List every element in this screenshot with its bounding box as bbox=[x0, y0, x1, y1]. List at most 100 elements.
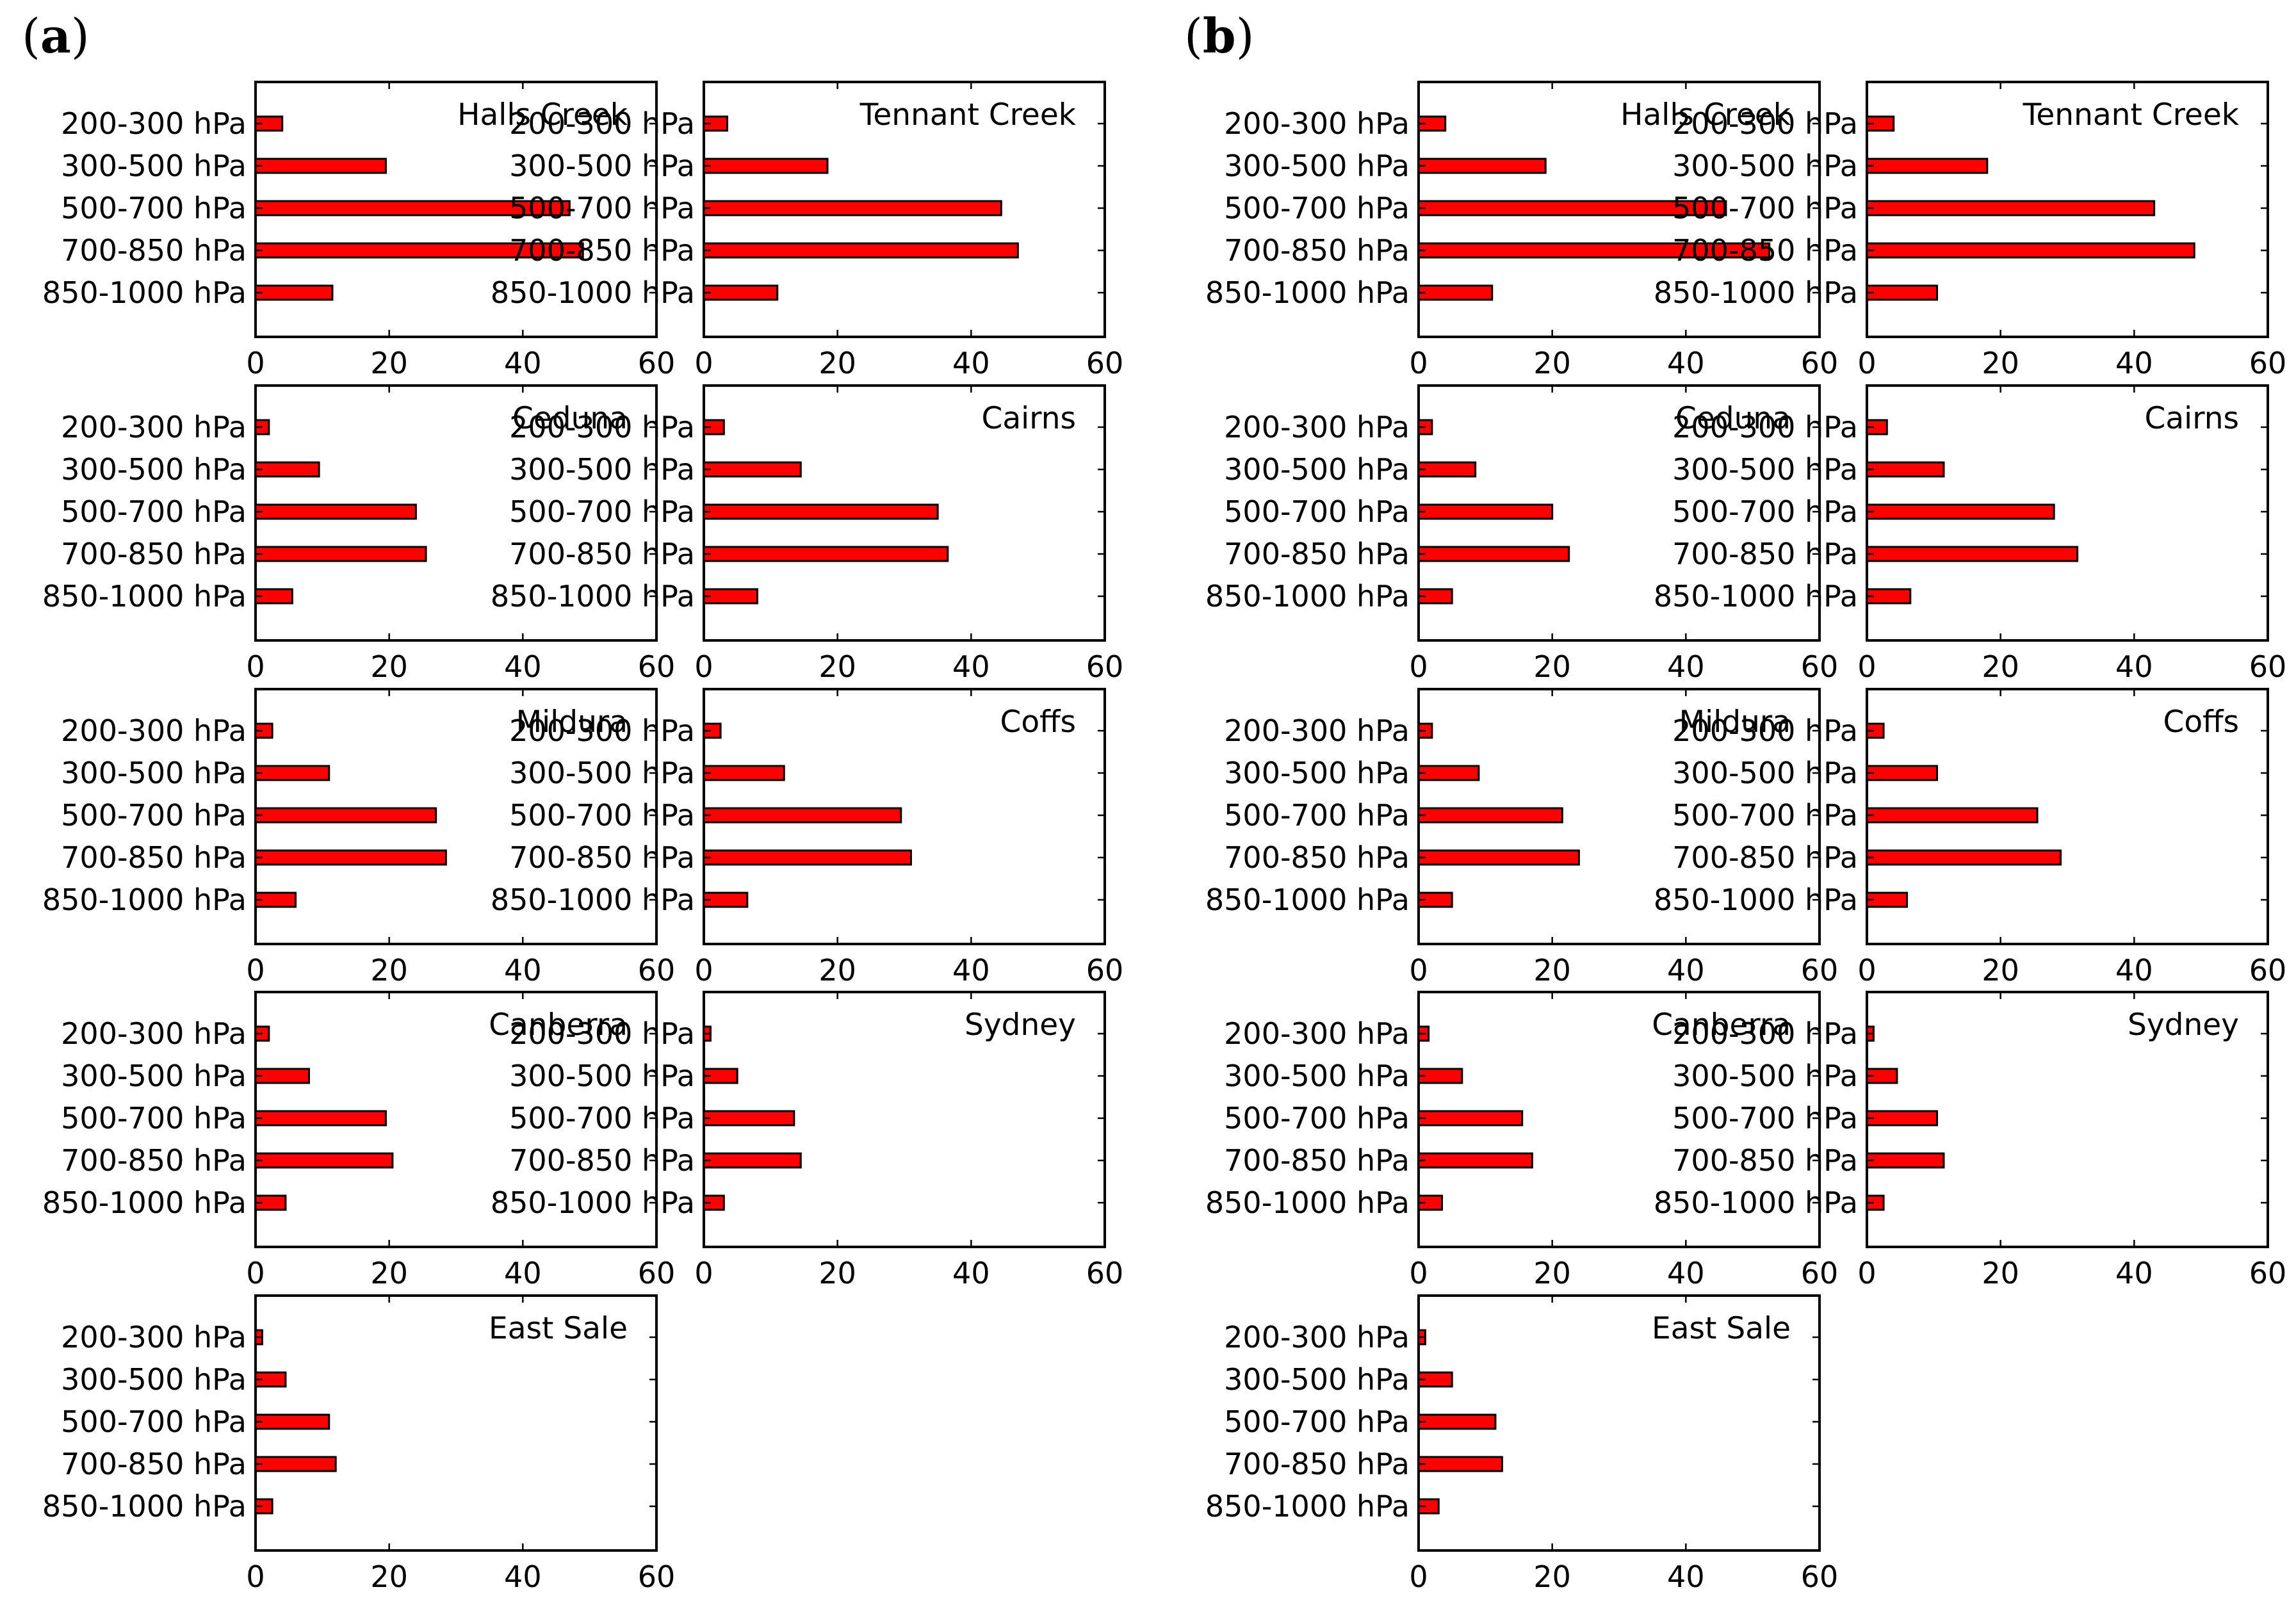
y-tick-label-a-tennant-creek-1: 300-500 hPa bbox=[509, 149, 695, 183]
y-tick-label-b-coffs-0: 200-300 hPa bbox=[1672, 713, 1858, 748]
station-title-a-sydney: Sydney bbox=[965, 1007, 1076, 1043]
panel-label-b-letter: b bbox=[1203, 9, 1236, 64]
bar-a-sydney-500-700-hpa bbox=[703, 1110, 795, 1127]
subplot-b-coffs: Coffs 200-300 hPa 300-500 hPa 500-700 hPa 70… bbox=[1654, 688, 2287, 988]
x-tick-label-a-halls-creek-0: 0 bbox=[246, 346, 265, 380]
station-title-b-halls-creek: Halls Creek bbox=[1620, 97, 1791, 133]
x-tick-label-b-sydney-0: 0 bbox=[1857, 1256, 1876, 1290]
y-tick-label-a-sydney-0: 200-300 hPa bbox=[509, 1016, 695, 1051]
y-tick-label-a-sydney-3: 700-850 hPa bbox=[509, 1143, 695, 1178]
y-tick-label-b-halls-creek-1: 300-500 hPa bbox=[1224, 149, 1410, 183]
bar-b-cairns-700-850-hpa bbox=[1866, 546, 2079, 562]
bar-b-ceduna-300-500-hpa bbox=[1417, 461, 1477, 478]
x-tick-label-b-coffs-2: 40 bbox=[2115, 953, 2153, 988]
bar-a-cairns-500-700-hpa bbox=[703, 503, 939, 520]
y-tick-label-b-halls-creek-4: 850-1000 hPa bbox=[1205, 275, 1410, 310]
bar-a-coffs-500-700-hpa bbox=[703, 807, 902, 824]
station-title-a-east-sale: East Sale bbox=[489, 1311, 628, 1346]
x-tick-label-a-cairns-0: 0 bbox=[694, 649, 713, 684]
y-tick-label-b-mildura-3: 700-850 hPa bbox=[1224, 840, 1410, 875]
y-tick-label-b-cairns-1: 300-500 hPa bbox=[1672, 452, 1858, 487]
bar-a-tennant-creek-500-700-hpa bbox=[703, 200, 1002, 216]
x-tick-label-a-tennant-creek-1: 20 bbox=[818, 346, 856, 380]
x-tick-label-b-halls-creek-1: 20 bbox=[1533, 346, 1571, 380]
bar-b-tennant-creek-850-1000-hpa bbox=[1866, 284, 1939, 301]
y-tick-label-a-cairns-3: 700-850 hPa bbox=[509, 537, 695, 571]
subplot-b-ceduna: Ceduna 200-300 hPa 300-500 hPa 500-700 hPa 7… bbox=[1205, 384, 1839, 684]
bar-a-tennant-creek-850-1000-hpa bbox=[703, 284, 779, 301]
bar-b-coffs-500-700-hpa bbox=[1866, 807, 2039, 824]
x-tick-label-a-cairns-2: 40 bbox=[952, 649, 990, 684]
bar-b-sydney-700-850-hpa bbox=[1866, 1152, 1945, 1169]
subplot-a-coffs: Coffs 200-300 hPa 300-500 hPa 500-700 hPa 70… bbox=[491, 688, 1123, 988]
x-tick-label-a-tennant-creek-3: 60 bbox=[1086, 346, 1124, 380]
subplot-a-cairns: Cairns 200-300 hPa 300-500 hPa 500-700 hPa 7… bbox=[491, 384, 1123, 684]
subplot-b-east-sale: East Sale 200-300 hPa 300-500 hPa 500-700 h… bbox=[1205, 1294, 1838, 1594]
x-tick-label-b-coffs-3: 60 bbox=[2249, 953, 2287, 988]
station-title-a-ceduna: Ceduna bbox=[512, 401, 628, 436]
x-tick-label-b-tennant-creek-3: 60 bbox=[2249, 346, 2287, 380]
y-tick-label-a-tennant-creek-4: 850-1000 hPa bbox=[491, 275, 695, 310]
x-tick-label-b-ceduna-3: 60 bbox=[1801, 649, 1839, 684]
y-tick-label-b-tennant-creek-0: 200-300 hPa bbox=[1672, 106, 1858, 141]
y-tick-label-a-coffs-1: 300-500 hPa bbox=[509, 756, 695, 790]
y-tick-label-b-mildura-2: 500-700 hPa bbox=[1224, 798, 1410, 833]
bar-b-coffs-700-850-hpa bbox=[1866, 849, 2062, 866]
x-tick-label-b-tennant-creek-0: 0 bbox=[1857, 346, 1876, 380]
bar-b-cairns-300-500-hpa bbox=[1866, 461, 1945, 478]
subplot-a-sydney: Sydney 200-300 hPa 300-500 hPa 500-700 hPa 7… bbox=[491, 991, 1124, 1290]
subplot-a-mildura: Mildura 200-300 hPa 300-500 hPa 500-700 hPa… bbox=[42, 688, 676, 988]
y-tick-label-b-cairns-2: 500-700 hPa bbox=[1672, 494, 1858, 529]
x-tick-label-a-halls-creek-3: 60 bbox=[638, 346, 676, 380]
bar-a-ceduna-700-850-hpa bbox=[254, 546, 427, 562]
y-tick-label-b-halls-creek-3: 700-850 hPa bbox=[1224, 233, 1410, 268]
x-tick-label-a-sydney-2: 40 bbox=[952, 1256, 990, 1290]
y-tick-label-a-east-sale-4: 850-1000 hPa bbox=[42, 1489, 247, 1524]
x-tick-label-b-sydney-3: 60 bbox=[2249, 1256, 2287, 1290]
y-tick-label-a-east-sale-0: 200-300 hPa bbox=[61, 1320, 247, 1355]
x-tick-label-b-mildura-2: 40 bbox=[1667, 953, 1705, 988]
station-title-a-coffs: Coffs bbox=[1000, 704, 1076, 740]
x-tick-label-a-ceduna-2: 40 bbox=[504, 649, 542, 684]
x-tick-label-a-mildura-2: 40 bbox=[504, 953, 542, 988]
subplot-a-halls-creek: Halls Creek 200-300 hPa 300-500 hPa 500-700… bbox=[42, 81, 676, 380]
x-tick-label-a-sydney-3: 60 bbox=[1086, 1256, 1124, 1290]
subplot-b-halls-creek: Halls Creek 200-300 hPa 300-500 hPa 500-700… bbox=[1205, 81, 1838, 380]
subplot-b-mildura: Mildura 200-300 hPa 300-500 hPa 500-700 hPa… bbox=[1205, 688, 1838, 988]
x-tick-label-a-halls-creek-2: 40 bbox=[504, 346, 542, 380]
x-tick-label-a-mildura-3: 60 bbox=[638, 953, 676, 988]
y-tick-label-b-canberra-4: 850-1000 hPa bbox=[1205, 1185, 1410, 1220]
x-tick-label-b-sydney-1: 20 bbox=[1982, 1256, 2019, 1290]
x-tick-label-b-tennant-creek-2: 40 bbox=[2115, 346, 2153, 380]
bar-b-ceduna-700-850-hpa bbox=[1417, 546, 1570, 562]
bar-b-canberra-500-700-hpa bbox=[1417, 1110, 1524, 1127]
x-tick-label-a-east-sale-2: 40 bbox=[504, 1559, 542, 1594]
y-tick-label-a-coffs-4: 850-1000 hPa bbox=[491, 883, 695, 917]
x-tick-label-b-east-sale-2: 40 bbox=[1667, 1559, 1705, 1594]
x-tick-label-a-canberra-1: 20 bbox=[370, 1256, 408, 1290]
x-tick-label-b-ceduna-2: 40 bbox=[1667, 649, 1705, 684]
station-title-a-cairns: Cairns bbox=[982, 401, 1076, 436]
x-tick-label-b-east-sale-1: 20 bbox=[1533, 1559, 1571, 1594]
x-tick-label-a-east-sale-0: 0 bbox=[246, 1559, 265, 1594]
bar-a-cairns-300-500-hpa bbox=[703, 461, 802, 478]
y-tick-label-a-ceduna-0: 200-300 hPa bbox=[61, 410, 247, 444]
y-tick-label-a-halls-creek-1: 300-500 hPa bbox=[61, 149, 247, 183]
x-tick-label-a-tennant-creek-2: 40 bbox=[952, 346, 990, 380]
x-tick-label-a-east-sale-1: 20 bbox=[370, 1559, 408, 1594]
y-tick-label-b-canberra-0: 200-300 hPa bbox=[1224, 1016, 1410, 1051]
bar-b-tennant-creek-500-700-hpa bbox=[1866, 200, 2156, 216]
x-tick-label-b-cairns-3: 60 bbox=[2249, 649, 2287, 684]
y-tick-label-b-cairns-0: 200-300 hPa bbox=[1672, 410, 1858, 444]
x-tick-label-b-canberra-1: 20 bbox=[1533, 1256, 1571, 1290]
subplot-a-canberra: Canberra 200-300 hPa 300-500 hPa 500-700 hP… bbox=[42, 991, 675, 1290]
y-tick-label-a-cairns-2: 500-700 hPa bbox=[509, 494, 695, 529]
y-tick-label-b-coffs-4: 850-1000 hPa bbox=[1654, 883, 1858, 917]
y-tick-label-b-ceduna-0: 200-300 hPa bbox=[1224, 410, 1410, 444]
y-tick-label-a-ceduna-2: 500-700 hPa bbox=[61, 494, 247, 529]
bar-a-tennant-creek-300-500-hpa bbox=[703, 158, 829, 174]
x-tick-label-a-cairns-1: 20 bbox=[818, 649, 856, 684]
y-tick-label-a-mildura-0: 200-300 hPa bbox=[61, 713, 247, 748]
